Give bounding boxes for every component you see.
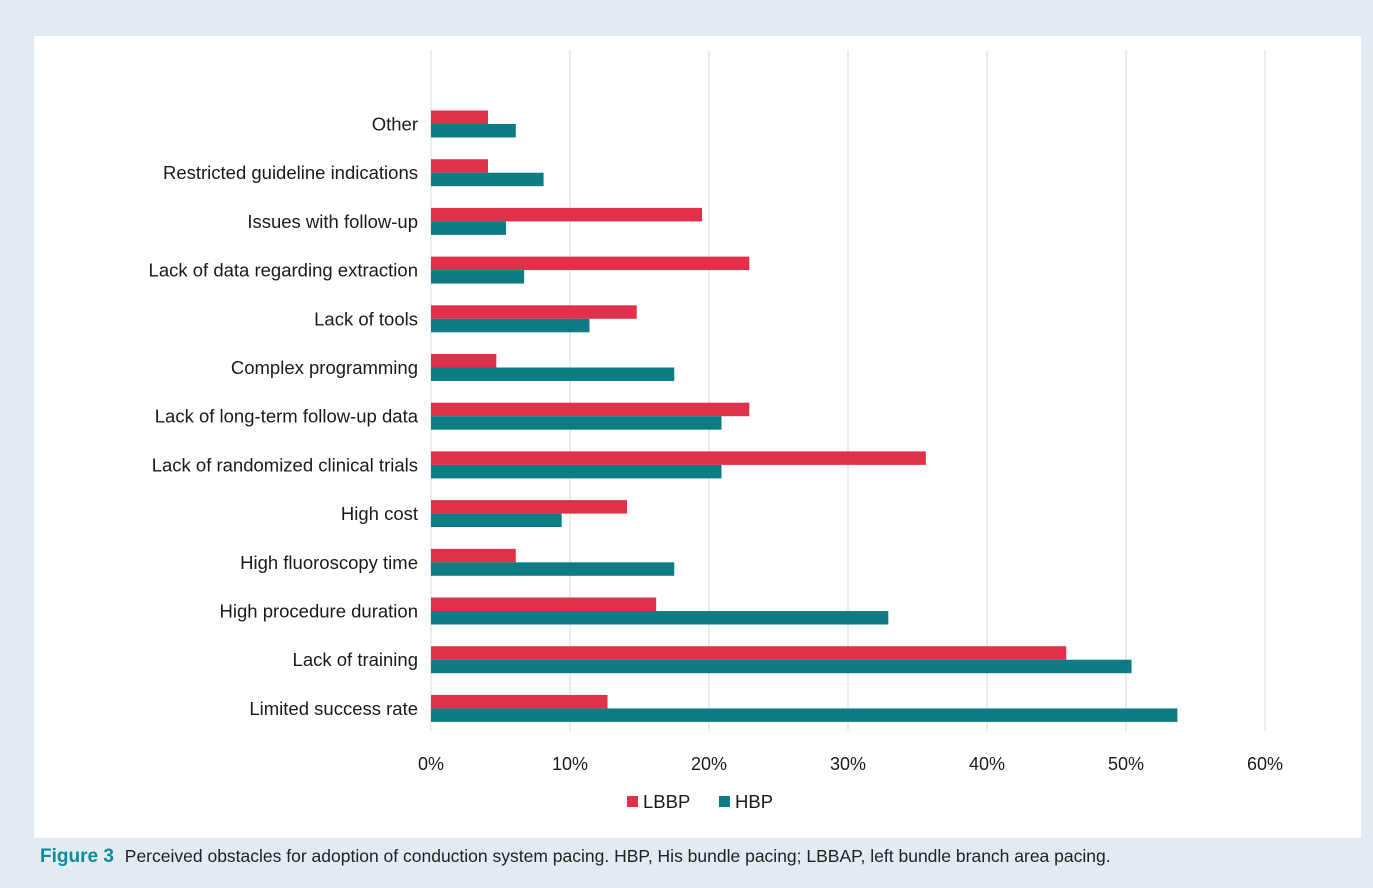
category-label: High procedure duration [220,601,419,622]
bar-lbbp [431,402,750,417]
category-label: Other [372,114,418,135]
gridlines [430,50,1266,731]
bar-lbbp [431,548,516,563]
category-label: Lack of training [293,649,418,670]
bar-hbp [431,367,675,381]
category-label: Complex programming [231,357,418,378]
legend-label-hbp: HBP [735,791,773,812]
bar-lbbp [431,110,488,124]
category-label: Lack of data regarding extraction [149,260,418,281]
chart-panel: Other Restricted guideline indications Iss… [34,36,1361,838]
category-label: Lack of long-term follow-up data [155,406,419,427]
bar-lbbp [431,597,657,611]
x-tick-label: 20% [691,754,727,774]
bar-hbp [431,416,722,430]
x-tick-label: 40% [969,754,1005,774]
bar-lbbp [431,646,1067,660]
legend-swatch-hbp [719,796,730,807]
bar-chart: Other Restricted guideline indications Iss… [149,50,1283,812]
x-tick-label: 30% [830,754,866,774]
bar-hbp [431,464,722,479]
bar-hbp [431,562,675,576]
x-tick-label: 10% [552,754,588,774]
figure-caption: Figure 3 Perceived obstacles for adoptio… [40,846,1360,868]
legend: LBBP HBP [627,791,773,812]
bar-lbbp [431,159,488,173]
bar-lbbp [431,694,608,709]
category-label: High fluoroscopy time [240,552,418,573]
bar-hbp [431,221,507,235]
category-label: Lack of tools [314,308,418,329]
bar-hbp [431,318,590,333]
bar-hbp [431,708,1178,722]
bar-lbbp [431,207,703,222]
bar-lbbp [431,256,750,271]
x-tick-label: 50% [1108,754,1144,774]
bar-hbp [431,172,544,187]
bar-hbp [431,611,889,625]
bar-hbp [431,513,562,528]
bars [431,110,1178,722]
bar-lbbp [431,354,497,368]
bar-hbp [431,270,525,284]
bar-lbbp [431,305,637,319]
category-label: Lack of randomized clinical trials [152,454,418,475]
bar-lbbp [431,500,627,514]
bar-lbbp [431,451,926,465]
category-label: Limited success rate [249,698,418,719]
bar-hbp [431,124,516,138]
x-tick-label: 0% [418,754,444,774]
legend-label-lbbp: LBBP [643,791,690,812]
category-labels: Other Restricted guideline indications Iss… [149,114,419,719]
x-tick-label: 60% [1247,754,1283,774]
figure-label: Figure 3 [40,846,114,867]
category-label: Issues with follow-up [247,211,418,232]
category-label: Restricted guideline indications [163,162,418,183]
category-label: High cost [341,503,418,524]
caption-text: Perceived obstacles for adoption of cond… [124,846,1111,866]
legend-swatch-lbbp [627,796,638,807]
bar-hbp [431,659,1132,674]
x-tick-labels: 0% 10% 20% 30% 40% 50% 60% [418,754,1283,774]
